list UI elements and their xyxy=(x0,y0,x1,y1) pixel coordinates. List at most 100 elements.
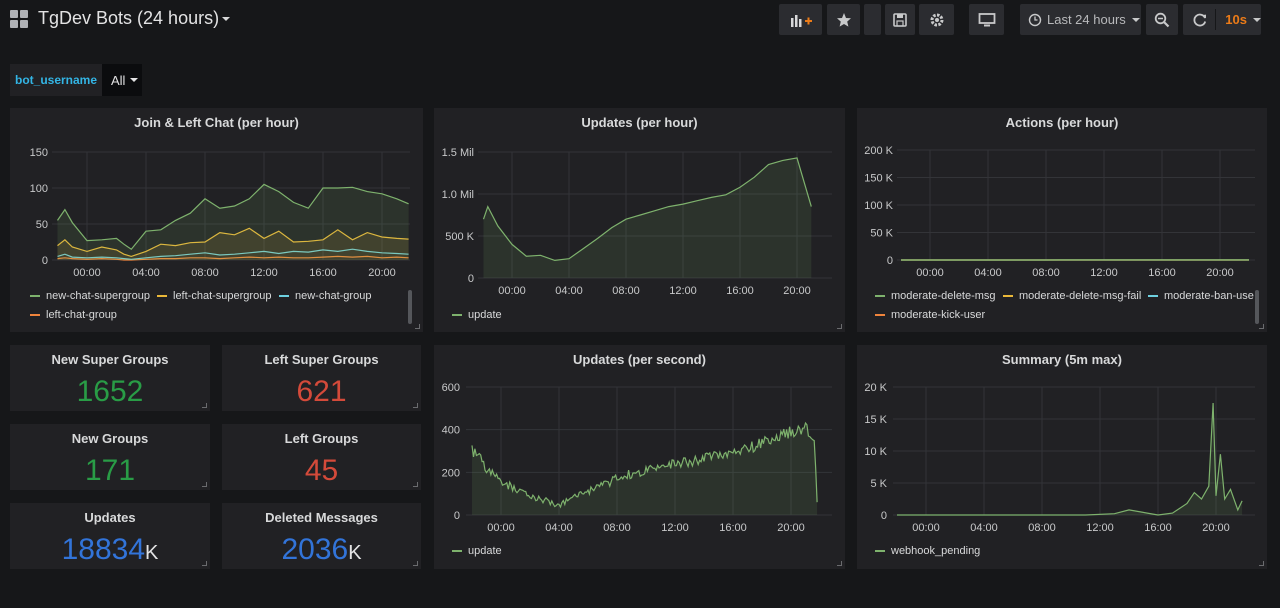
legend-moderate-kick-user[interactable]: moderate-kick-user xyxy=(875,309,985,321)
x-tick-label: 16:00 xyxy=(1144,522,1172,534)
legend-webhook-pending[interactable]: webhook_pending xyxy=(875,545,980,557)
y-tick-label: 10 K xyxy=(864,446,887,458)
legend-new-chat-group[interactable]: new-chat-group xyxy=(279,290,371,302)
dashboard-title[interactable]: TgDev Bots (24 hours) xyxy=(38,8,220,28)
panel-updates-per-hour[interactable]: Updates (per hour) 0 500 K 1.0 Mil 1.5 Mil 0… xyxy=(434,108,845,332)
save-button[interactable] xyxy=(885,4,915,35)
y-tick-label: 0 xyxy=(468,273,474,285)
series-line-new-chat-supergroup xyxy=(57,183,409,251)
stat-value: 2036K xyxy=(281,533,362,566)
monitor-icon xyxy=(978,12,995,26)
resize-handle[interactable] xyxy=(1259,324,1264,329)
x-tick-label: 12:00 xyxy=(669,285,697,297)
legend-update[interactable]: update xyxy=(452,545,502,557)
resize-handle[interactable] xyxy=(202,403,207,408)
series-line-update xyxy=(471,421,818,509)
x-tick-label: 20:00 xyxy=(1202,522,1230,534)
stat-left-groups[interactable]: Left Groups 45 xyxy=(222,424,421,490)
panel-updates-per-second[interactable]: Updates (per second) 0 200 400 600 00:00 04:0… xyxy=(434,345,845,569)
stat-value: 45 xyxy=(304,454,339,487)
dashboard-navbar: TgDev Bots (24 hours) Last 24 hours 10s xyxy=(0,0,1280,40)
legend-moderate-ban-user[interactable]: moderate-ban-user xyxy=(1148,290,1254,302)
zoom-out-button[interactable] xyxy=(1146,4,1178,35)
panel-title[interactable]: Updates (per hour) xyxy=(581,115,698,130)
stat-value: 621 xyxy=(296,375,347,408)
share-button[interactable] xyxy=(864,4,881,35)
legend-left-chat-group[interactable]: left-chat-group xyxy=(30,309,117,321)
series-line-new-chat-group xyxy=(57,248,409,260)
x-tick-label: 00:00 xyxy=(73,267,101,279)
add-panel-button[interactable] xyxy=(779,4,822,35)
y-tick-label: 5 K xyxy=(870,478,887,490)
tv-mode-button[interactable] xyxy=(969,4,1004,35)
panel-title[interactable]: Updates xyxy=(84,510,136,525)
y-tick-label: 200 K xyxy=(864,145,893,157)
settings-button[interactable] xyxy=(919,4,954,35)
resize-handle[interactable] xyxy=(413,482,418,487)
join-left-graph: 0 50 100 150 00:00 04:00 08:00 12:00 16:00 20:00 xyxy=(30,147,410,279)
clock-icon xyxy=(1028,13,1042,26)
dashboard-grid-icon[interactable] xyxy=(10,10,28,28)
panel-title[interactable]: Summary (5m max) xyxy=(1002,352,1122,367)
refresh-interval[interactable]: 10s xyxy=(1225,12,1247,27)
series-area-new-chat-supergroup xyxy=(57,184,409,260)
panel-title[interactable]: Left Groups xyxy=(284,431,359,446)
x-tick-label: 08:00 xyxy=(191,267,219,279)
y-tick-label: 150 K xyxy=(864,173,893,185)
y-tick-label: 100 xyxy=(30,183,48,195)
panel-join-left-chat[interactable]: Join & Left Chat (per hour) 0 50 100 150 00:… xyxy=(10,108,423,332)
x-tick-label: 08:00 xyxy=(1028,522,1056,534)
series-line-update xyxy=(482,157,812,262)
y-tick-label: 0 xyxy=(454,510,460,522)
panel-title[interactable]: Left Super Groups xyxy=(264,352,379,367)
stat-left-super-groups[interactable]: Left Super Groups 621 xyxy=(222,345,421,411)
x-tick-label: 04:00 xyxy=(132,267,160,279)
stat-deleted-messages[interactable]: Deleted Messages 2036K xyxy=(222,503,421,569)
stat-new-groups[interactable]: New Groups 171 xyxy=(10,424,210,490)
x-tick-label: 12:00 xyxy=(1090,267,1118,279)
legend-scrollbar[interactable] xyxy=(408,290,412,324)
x-tick-label: 04:00 xyxy=(974,267,1002,279)
time-picker-button[interactable]: Last 24 hours xyxy=(1020,4,1141,35)
stat-new-super-groups[interactable]: New Super Groups 1652 xyxy=(10,345,210,411)
resize-handle[interactable] xyxy=(202,482,207,487)
refresh-button[interactable]: 10s xyxy=(1183,4,1261,35)
x-tick-label: 12:00 xyxy=(1086,522,1114,534)
panel-title[interactable]: Deleted Messages xyxy=(265,510,378,525)
stat-value: 18834K xyxy=(61,533,159,566)
resize-handle[interactable] xyxy=(1259,561,1264,566)
chevron-down-icon[interactable] xyxy=(222,17,230,21)
y-tick-label: 1.5 Mil xyxy=(442,147,474,159)
y-tick-label: 20 K xyxy=(864,382,887,394)
legend-scrollbar[interactable] xyxy=(1255,290,1259,324)
resize-handle[interactable] xyxy=(202,561,207,566)
star-button[interactable] xyxy=(827,4,860,35)
series-area-update xyxy=(472,423,818,515)
x-tick-label: 08:00 xyxy=(612,285,640,297)
resize-handle[interactable] xyxy=(415,324,420,329)
panel-summary[interactable]: Summary (5m max) 0 5 K 10 K 15 K 20 K 00:00 04… xyxy=(857,345,1267,569)
chevron-down-icon xyxy=(1131,17,1140,22)
legend-left-chat-supergroup[interactable]: left-chat-supergroup xyxy=(157,290,271,302)
resize-handle[interactable] xyxy=(837,324,842,329)
panel-title[interactable]: New Super Groups xyxy=(51,352,169,367)
stat-updates[interactable]: Updates 18834K xyxy=(10,503,210,569)
panel-title[interactable]: Actions (per hour) xyxy=(1005,115,1119,130)
legend-moderate-delete-msg[interactable]: moderate-delete-msg xyxy=(875,290,996,302)
series-area-webhook_pending xyxy=(897,403,1243,515)
panel-title[interactable]: Join & Left Chat (per hour) xyxy=(134,115,299,130)
resize-handle[interactable] xyxy=(413,561,418,566)
series-line-webhook_pending xyxy=(897,402,1243,516)
legend-new-chat-supergroup[interactable]: new-chat-supergroup xyxy=(30,290,150,302)
resize-handle[interactable] xyxy=(837,561,842,566)
panel-title[interactable]: Updates (per second) xyxy=(573,352,706,367)
panel-title[interactable]: New Groups xyxy=(71,431,149,446)
y-tick-label: 50 xyxy=(36,219,48,231)
legend-update[interactable]: update xyxy=(452,309,502,321)
resize-handle[interactable] xyxy=(413,403,418,408)
variable-select[interactable]: All xyxy=(102,64,142,96)
save-icon xyxy=(893,12,907,27)
y-tick-label: 200 xyxy=(442,467,460,479)
legend-moderate-delete-msg-fail[interactable]: moderate-delete-msg-fail xyxy=(1003,290,1141,302)
